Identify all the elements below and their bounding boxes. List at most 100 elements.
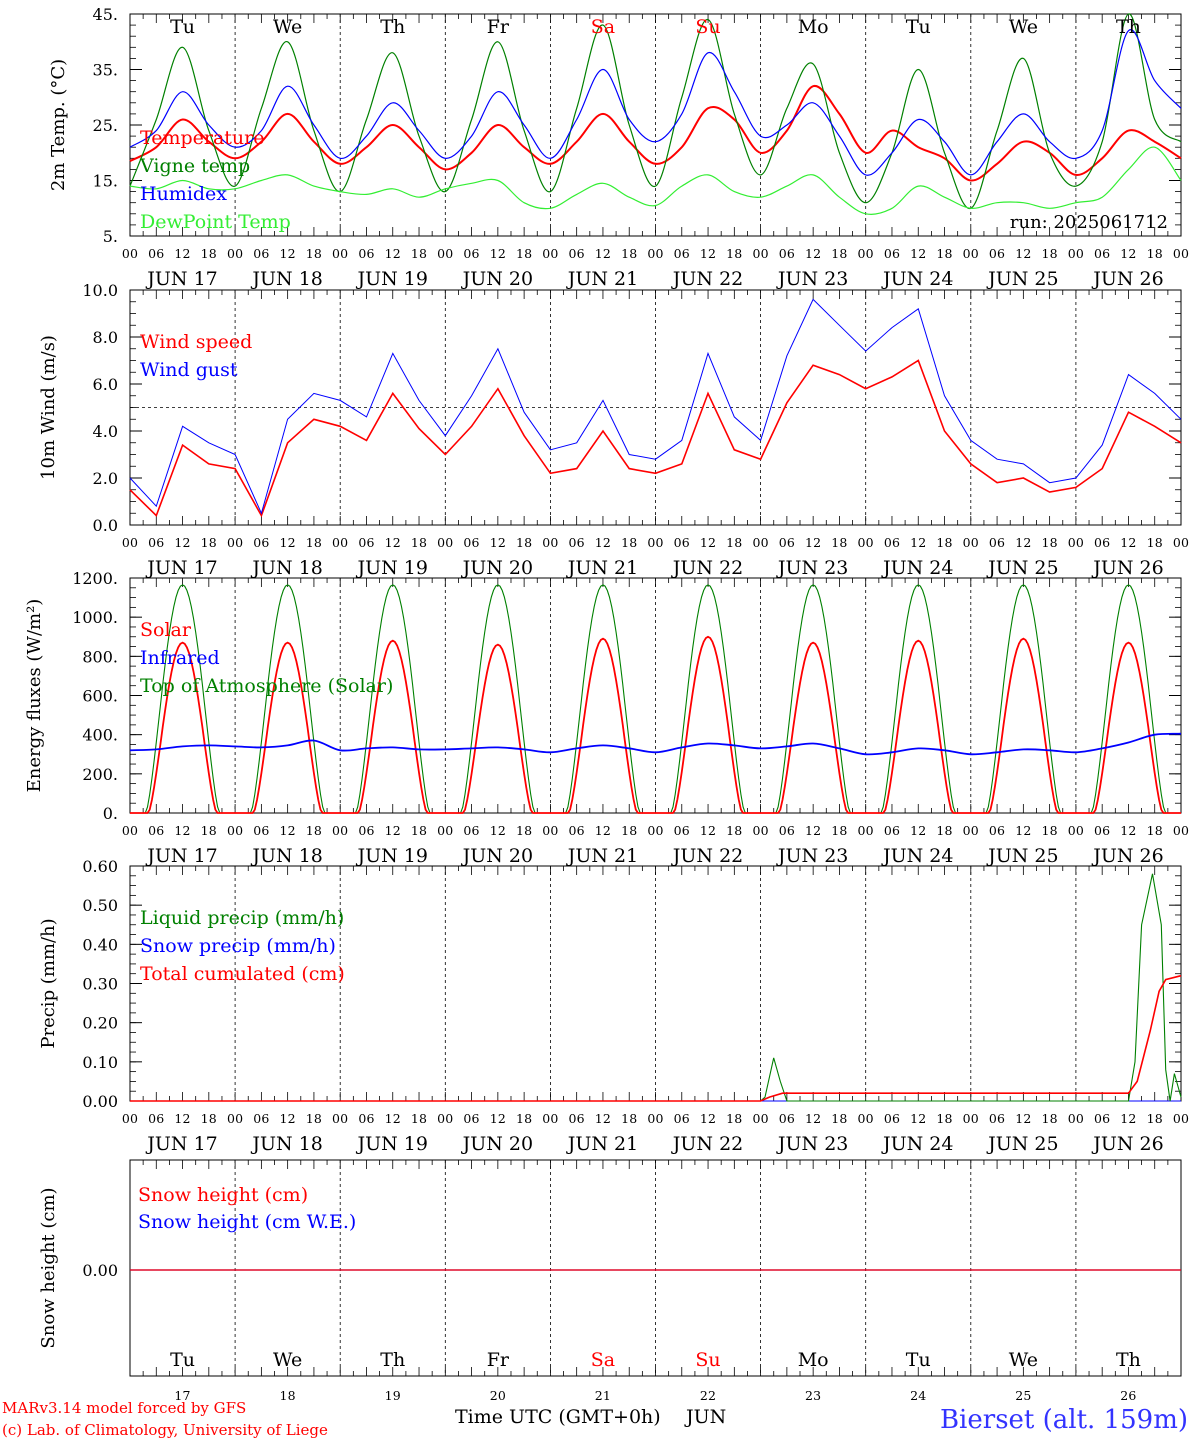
y-tick-label: 0.0: [93, 516, 118, 535]
x-axis-label: Time UTC (GMT+0h): [455, 1406, 661, 1428]
legend-entry: Vigne temp: [139, 155, 250, 177]
hour-tick-label: 12: [595, 535, 611, 550]
hour-tick-label: 06: [779, 535, 795, 550]
date-label: JUN 17: [145, 557, 217, 579]
hour-tick-label: 00: [122, 246, 138, 261]
hour-tick-label: 06: [148, 246, 164, 261]
hour-tick-label: 06: [779, 246, 795, 261]
hour-tick-label: 00: [332, 823, 348, 838]
hour-tick-label: 00: [647, 535, 663, 550]
date-label: JUN 24: [881, 845, 953, 867]
hour-tick-label: 18: [831, 1111, 847, 1126]
hour-tick-label: 18: [201, 1111, 217, 1126]
y-tick-label: 2.0: [93, 469, 118, 488]
y-tick-label: 0.40: [82, 935, 118, 954]
hour-tick-label: 12: [700, 823, 716, 838]
hour-tick-label: 18: [201, 535, 217, 550]
series-line: [129, 359, 1182, 518]
hour-tick-label: 06: [569, 823, 585, 838]
hour-tick-label: 06: [253, 535, 269, 550]
x-axis-month: JUN: [684, 1406, 726, 1428]
hour-tick-label: 00: [963, 246, 979, 261]
hour-tick-label: 00: [437, 823, 453, 838]
date-label: JUN 18: [250, 845, 322, 867]
y-tick-label: 0.50: [82, 896, 118, 915]
hour-tick-label: 00: [858, 246, 874, 261]
date-label: JUN 26: [1091, 557, 1163, 579]
hour-tick-label: 18: [726, 1111, 742, 1126]
day-number-label: 23: [805, 1388, 821, 1403]
hour-tick-label: 00: [647, 823, 663, 838]
hour-tick-label: 12: [279, 1111, 295, 1126]
hour-tick-label: 00: [858, 823, 874, 838]
hour-tick-label: 18: [411, 246, 427, 261]
hour-tick-label: 00: [752, 535, 768, 550]
panel-4: 00 06 12 18 00 06 12 18 00 06 12 18 00 06 12 18 00 06 12 18…: [38, 857, 1189, 1155]
hour-tick-label: 06: [674, 1111, 690, 1126]
y-tick-label: 0.30: [82, 975, 118, 994]
hour-tick-label: 06: [1094, 535, 1110, 550]
hour-tick-label: 00: [752, 246, 768, 261]
weekday-label: We: [273, 1349, 302, 1371]
hour-tick-label: 12: [385, 535, 401, 550]
hour-tick-label: 12: [174, 535, 190, 550]
run-label: run: 2025061712: [1010, 212, 1168, 233]
hour-tick-label: 06: [569, 535, 585, 550]
hour-tick-label: 06: [884, 823, 900, 838]
date-label: JUN 26: [1091, 1133, 1163, 1155]
day-number-label: 20: [490, 1388, 506, 1403]
hour-tick-label: 12: [279, 246, 295, 261]
hour-tick-label: 06: [148, 1111, 164, 1126]
hour-tick-label: 00: [752, 1111, 768, 1126]
weekday-label: Th: [380, 16, 405, 38]
date-label: JUN 22: [671, 268, 743, 290]
hour-tick-label: 18: [621, 535, 637, 550]
hour-tick-label: 00: [437, 246, 453, 261]
series-line: [129, 146, 1182, 215]
series-line: [130, 873, 1182, 1102]
hour-tick-label: 18: [831, 823, 847, 838]
date-label: JUN 26: [1091, 845, 1163, 867]
weekday-label: Sa: [591, 16, 615, 38]
hour-tick-label: 18: [201, 246, 217, 261]
hour-tick-label: 06: [253, 1111, 269, 1126]
hour-tick-label: 00: [1068, 246, 1084, 261]
date-label: JUN 23: [776, 268, 848, 290]
date-label: JUN 22: [671, 1133, 743, 1155]
hour-tick-label: 18: [1147, 535, 1163, 550]
hour-tick-label: 12: [910, 535, 926, 550]
hour-tick-label: 18: [936, 535, 952, 550]
hour-tick-label: 00: [122, 823, 138, 838]
hour-tick-label: 06: [358, 823, 374, 838]
hour-tick-label: 12: [174, 1111, 190, 1126]
hour-tick-label: 12: [385, 246, 401, 261]
hour-tick-label: 00: [858, 1111, 874, 1126]
hour-tick-label: 12: [910, 823, 926, 838]
hour-tick-label: 12: [700, 535, 716, 550]
hour-tick-label: 06: [674, 823, 690, 838]
hour-tick-label: 00: [227, 823, 243, 838]
hour-tick-label: 18: [1041, 1111, 1057, 1126]
hour-tick-label: 12: [174, 823, 190, 838]
y-axis-label: Precip (mm/h): [38, 918, 59, 1048]
hour-tick-label: 00: [437, 1111, 453, 1126]
hour-tick-label: 18: [1041, 246, 1057, 261]
hour-tick-label: 06: [779, 823, 795, 838]
date-label: JUN 18: [250, 557, 322, 579]
y-tick-label: 1200.: [72, 569, 118, 588]
series-line: [129, 29, 1182, 176]
y-tick-label: 35.: [93, 61, 118, 80]
y-tick-label: 8.0: [93, 328, 118, 347]
legend-entry: Liquid precip (mm/h): [140, 907, 344, 929]
y-tick-label: 0.00: [82, 1092, 118, 1111]
footer-lab: (c) Lab. of Climatology, University of L…: [2, 1421, 328, 1439]
date-label: JUN 25: [986, 268, 1058, 290]
date-label: JUN 25: [986, 845, 1058, 867]
y-tick-label: 15.: [93, 172, 118, 191]
hour-tick-label: 12: [1015, 1111, 1031, 1126]
hour-tick-label: 12: [1015, 246, 1031, 261]
hour-tick-label: 00: [1173, 823, 1189, 838]
date-label: JUN 17: [145, 268, 217, 290]
hour-tick-label: 06: [253, 823, 269, 838]
hour-tick-label: 06: [463, 823, 479, 838]
